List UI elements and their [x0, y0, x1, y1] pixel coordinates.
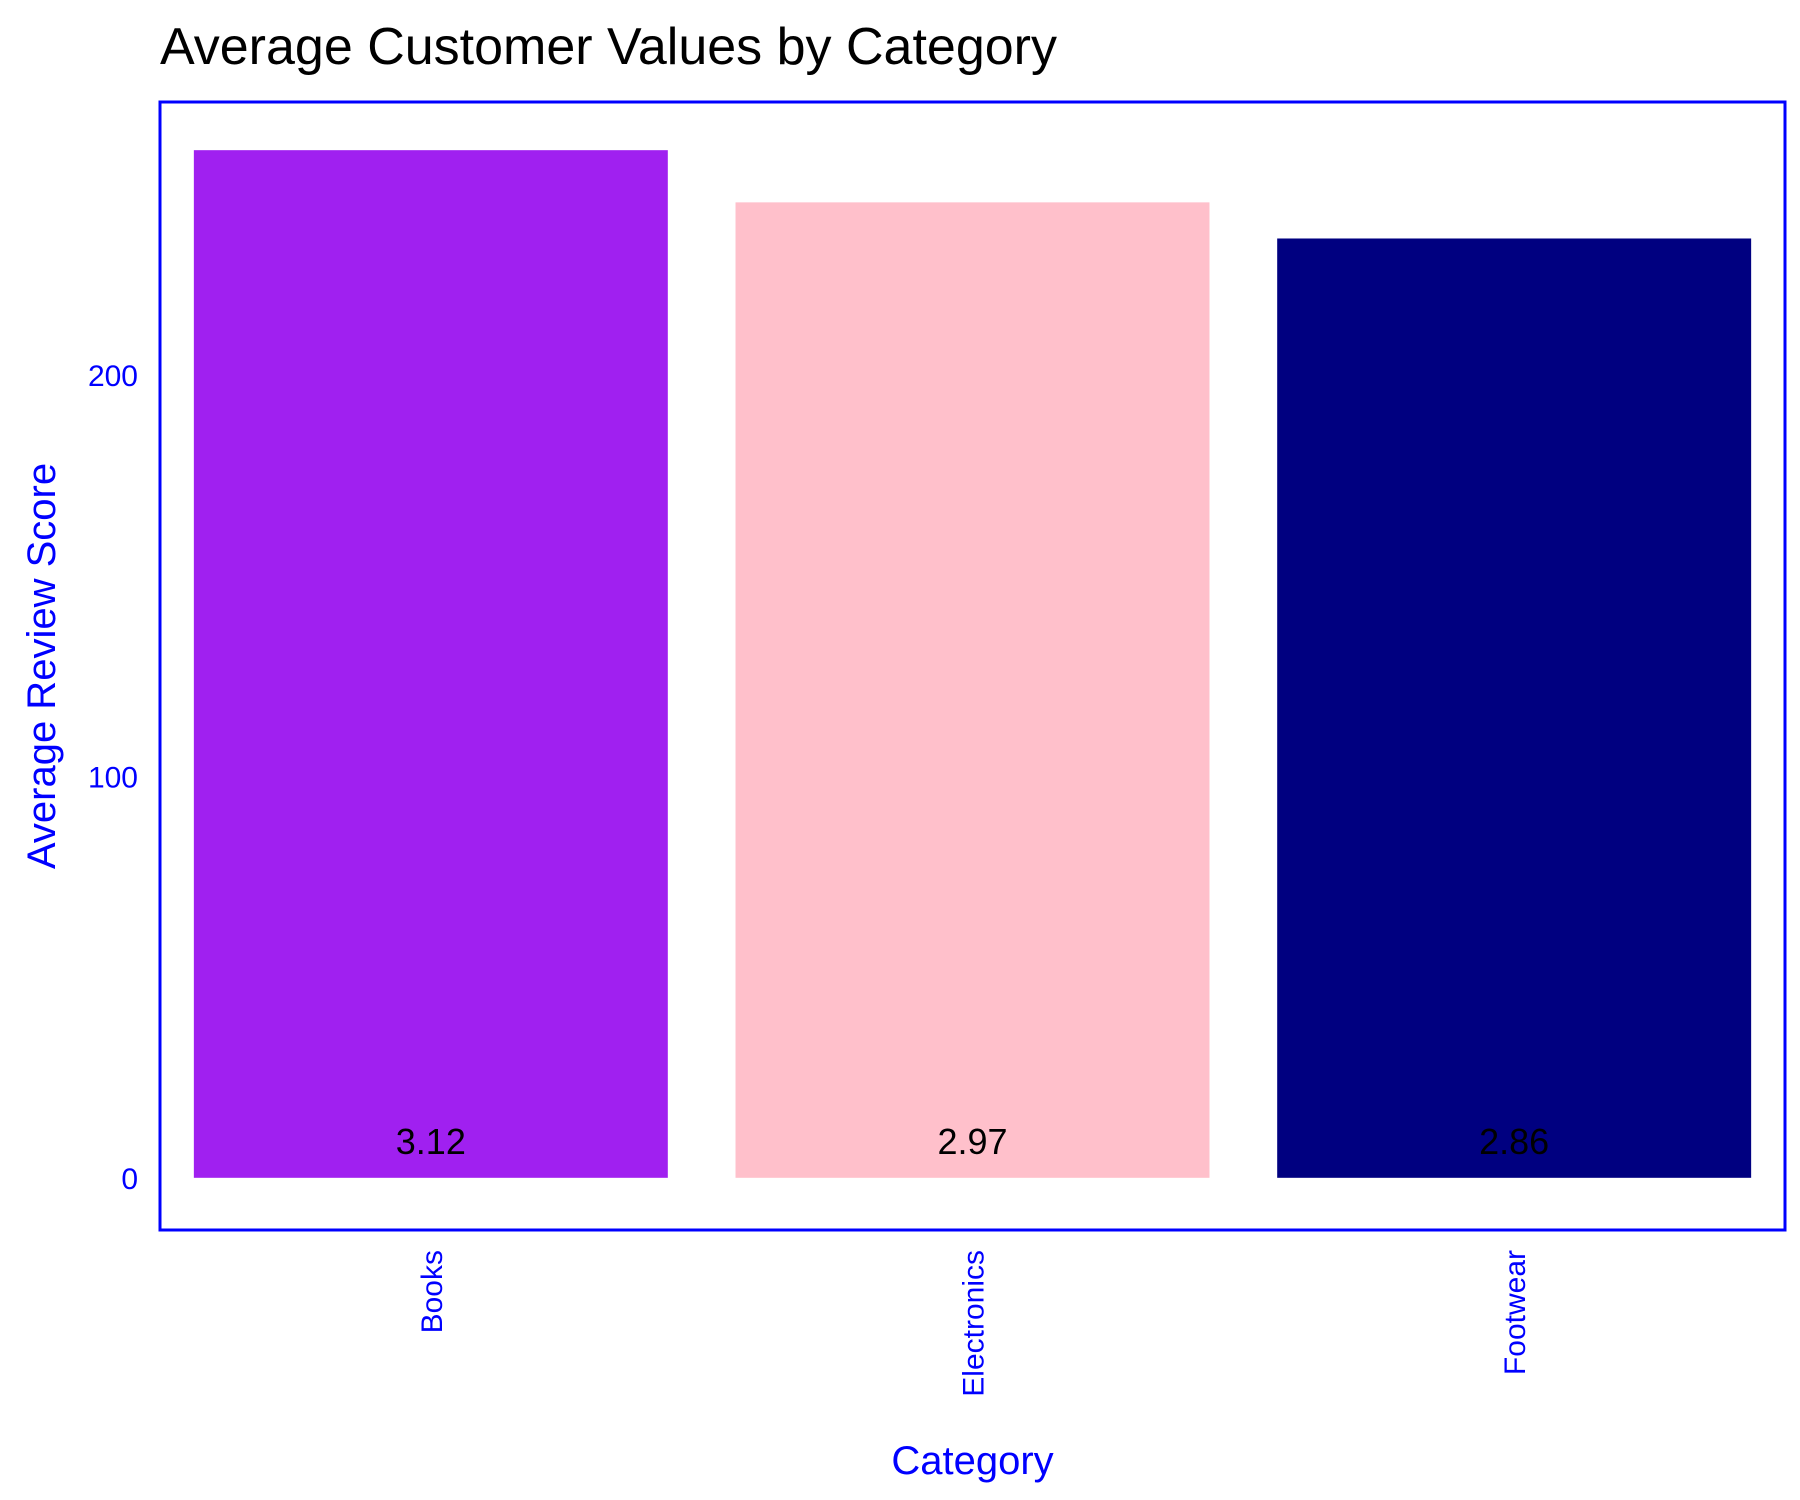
plot-panel-border: [158, 100, 1787, 1232]
bar-electronics: [735, 202, 1210, 1178]
y-axis-title: Average Review Score: [20, 463, 64, 869]
data-label-books: 3.12: [396, 1121, 466, 1162]
y-axis-ticks: 0 100 200: [88, 360, 138, 1196]
data-labels-layer: 3.12 2.97 2.86: [396, 1121, 1549, 1162]
x-tick-label-books: Books: [416, 1250, 449, 1333]
y-tick-label-0: 0: [121, 1163, 138, 1196]
x-axis-title: Category: [891, 1439, 1053, 1483]
y-tick-label-200: 200: [88, 360, 138, 393]
data-label-footwear: 2.86: [1479, 1121, 1549, 1162]
x-axis-ticks: Books Electronics Footwear: [416, 1250, 1532, 1397]
x-tick-label-footwear: Footwear: [1499, 1250, 1532, 1375]
x-tick-label-electronics: Electronics: [958, 1250, 991, 1397]
data-label-electronics: 2.97: [937, 1121, 1007, 1162]
y-tick-label-100: 100: [88, 761, 138, 794]
bar-books: [193, 150, 668, 1178]
bars-layer: [193, 150, 1752, 1178]
bar-footwear: [1277, 238, 1752, 1178]
chart-title: Average Customer Values by Category: [160, 18, 1057, 76]
